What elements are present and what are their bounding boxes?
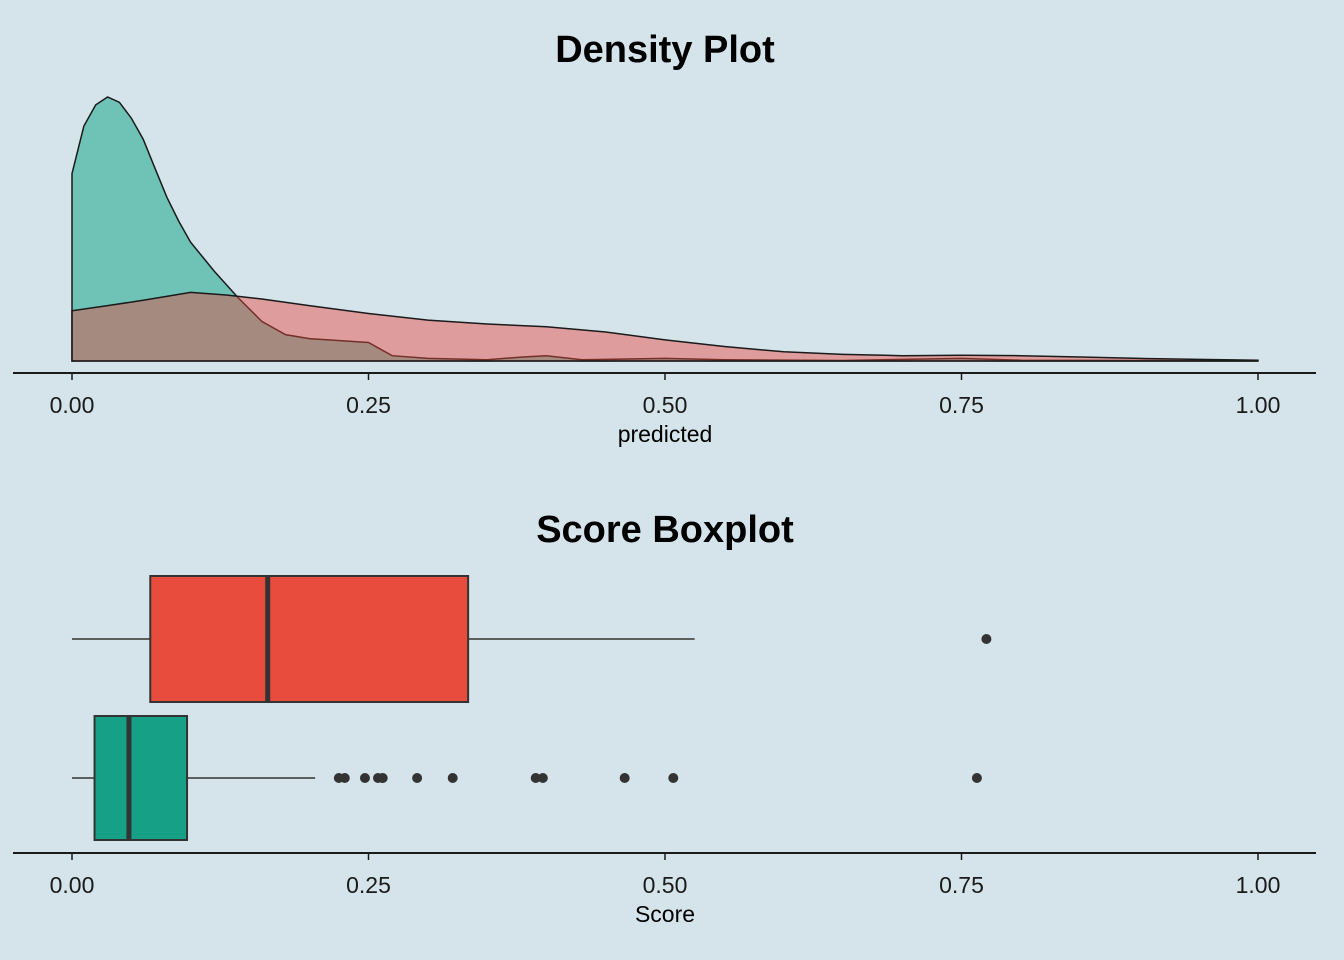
outlier-point — [530, 773, 541, 783]
density-ticks: 0.00 0.25 0.50 0.75 1.00 — [50, 373, 1281, 418]
outlier-point — [412, 773, 423, 783]
boxplot-xlabel: Score — [635, 901, 695, 927]
outlier-point — [359, 773, 370, 783]
density-title: Density Plot — [555, 29, 775, 71]
boxplot-title: Score Boxplot — [536, 509, 794, 551]
boxplot-tick-label: 0.00 — [50, 872, 95, 898]
density-panel: Density Plot 0.00 0.25 0.50 0.75 1.00 predic… — [13, 29, 1316, 447]
outlier-point — [377, 773, 388, 783]
box-iqr — [93, 715, 189, 841]
density-tick-label: 0.25 — [346, 392, 391, 418]
density-tick-label: 0.75 — [939, 392, 984, 418]
outlier-point — [339, 773, 350, 783]
outlier-point — [447, 773, 458, 783]
box-iqr — [149, 575, 470, 703]
boxes — [72, 575, 992, 841]
boxplot-tick-label: 0.25 — [346, 872, 391, 898]
density-tick-label: 0.00 — [50, 392, 95, 418]
density-tick-label: 1.00 — [1236, 392, 1281, 418]
boxplot-tick-label: 0.75 — [939, 872, 984, 898]
outlier-point — [619, 773, 630, 783]
boxplot-ticks: 0.00 0.25 0.50 0.75 1.00 — [50, 853, 1281, 898]
boxplot-tick-label: 1.00 — [1236, 872, 1281, 898]
boxplot-tick-label: 0.50 — [643, 872, 688, 898]
density-tick-label: 0.50 — [643, 392, 688, 418]
box-group-teal — [72, 715, 982, 841]
density-xlabel: predicted — [618, 421, 713, 447]
density-area-group-red — [71, 291, 1259, 362]
outlier-point — [668, 773, 679, 783]
outlier-point — [981, 634, 992, 644]
boxplot-panel: Score Boxplot 0.00 0.25 0.50 0.75 1.00 Score — [13, 509, 1316, 927]
box-group-red — [72, 575, 992, 703]
outlier-point — [971, 773, 982, 783]
outlier-point — [537, 773, 548, 783]
density-areas — [71, 96, 1259, 362]
